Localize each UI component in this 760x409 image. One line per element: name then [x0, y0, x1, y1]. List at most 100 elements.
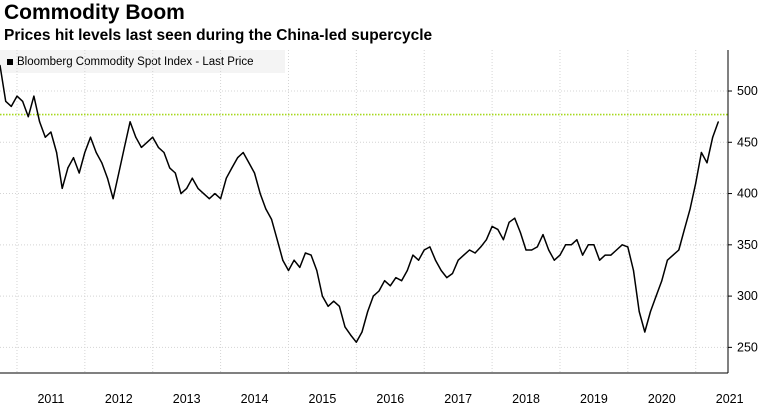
- data-point: [299, 266, 301, 268]
- data-point: [683, 228, 686, 230]
- data-point: [214, 193, 216, 195]
- data-point: [423, 249, 425, 251]
- data-point: [553, 259, 555, 261]
- chart-subtitle: Prices hit levels last seen during the C…: [4, 27, 433, 44]
- x-tick-label: 2014: [241, 392, 269, 406]
- data-point: [253, 172, 256, 174]
- data-point: [457, 259, 459, 261]
- data-point: [67, 167, 69, 169]
- data-point: [333, 300, 335, 302]
- data-point: [27, 116, 29, 118]
- data-point: [599, 259, 601, 261]
- data-point: [321, 295, 323, 297]
- data-point: [434, 259, 437, 261]
- x-tick-label: 2015: [309, 392, 337, 406]
- data-point: [310, 254, 312, 256]
- data-point: [287, 269, 290, 272]
- data-point: [536, 246, 538, 248]
- x-tick-label: 2017: [444, 392, 472, 406]
- data-point: [587, 244, 589, 246]
- chart-title: Commodity Boom: [4, 1, 185, 24]
- data-point: [135, 136, 137, 138]
- data-point: [615, 249, 618, 251]
- y-tick-label: 350: [737, 238, 758, 252]
- data-point: [446, 277, 448, 279]
- data-point: [259, 193, 261, 195]
- data-point: [401, 280, 403, 282]
- data-point: [502, 239, 504, 241]
- data-point: [50, 131, 52, 133]
- data-point: [406, 269, 408, 272]
- data-point: [440, 269, 442, 272]
- data-point: [152, 136, 154, 138]
- data-point: [649, 310, 652, 313]
- y-tick-label: 500: [737, 84, 758, 98]
- data-point: [225, 177, 227, 179]
- y-tick-label: 300: [737, 289, 758, 303]
- data-point: [220, 198, 222, 200]
- data-point: [372, 295, 374, 297]
- x-tick-label: 2016: [376, 392, 404, 406]
- data-point: [480, 246, 482, 248]
- data-point: [169, 167, 171, 169]
- data-point: [89, 136, 92, 138]
- data-point: [695, 182, 697, 184]
- data-point: [559, 254, 561, 256]
- data-point: [146, 141, 148, 143]
- data-point: [112, 198, 114, 200]
- data-point: [327, 305, 329, 307]
- x-tick-label: 2020: [648, 392, 676, 406]
- data-point: [593, 244, 595, 246]
- data-point: [0, 64, 1, 66]
- data-point: [350, 334, 352, 336]
- data-point: [361, 331, 363, 333]
- data-point: [627, 246, 629, 248]
- data-point: [514, 217, 516, 219]
- data-point: [389, 285, 391, 287]
- data-point: [712, 136, 714, 138]
- data-point: [491, 225, 493, 227]
- data-point: [5, 100, 7, 102]
- data-point: [621, 244, 623, 246]
- data-point: [463, 254, 465, 256]
- y-tick-label: 250: [737, 340, 758, 354]
- legend-label: Bloomberg Commodity Spot Index - Last Pr…: [17, 55, 254, 68]
- data-point: [163, 151, 165, 154]
- data-point: [570, 244, 572, 246]
- data-point: [451, 272, 454, 275]
- data-point: [525, 249, 527, 251]
- data-point: [174, 172, 176, 174]
- data-point: [338, 305, 340, 307]
- data-point: [678, 249, 680, 251]
- data-point: [672, 254, 674, 256]
- data-point: [508, 221, 510, 223]
- data-point: [412, 254, 414, 256]
- legend-swatch: [7, 58, 13, 65]
- x-tick-label: 2021: [716, 392, 744, 406]
- data-point: [418, 259, 420, 261]
- data-point: [344, 326, 346, 328]
- data-point: [367, 310, 369, 313]
- data-point: [72, 157, 75, 159]
- data-point: [700, 151, 703, 154]
- data-point: [717, 121, 719, 123]
- data-point: [95, 151, 97, 154]
- data-point: [33, 95, 35, 97]
- x-tick-label: 2013: [173, 392, 201, 406]
- data-point: [706, 162, 708, 164]
- data-point: [180, 193, 182, 195]
- data-point: [248, 162, 250, 164]
- data-point: [186, 187, 188, 189]
- data-point: [123, 146, 125, 148]
- data-point: [84, 151, 86, 154]
- data-point: [548, 249, 550, 251]
- data-point: [610, 254, 612, 256]
- data-point: [474, 252, 476, 254]
- data-point: [638, 310, 640, 313]
- data-point: [666, 259, 669, 261]
- data-point: [118, 172, 120, 174]
- data-point: [689, 208, 691, 210]
- x-tick-label: 2018: [512, 392, 540, 406]
- x-tick-label: 2019: [580, 392, 608, 406]
- y-tick-label: 400: [737, 187, 758, 201]
